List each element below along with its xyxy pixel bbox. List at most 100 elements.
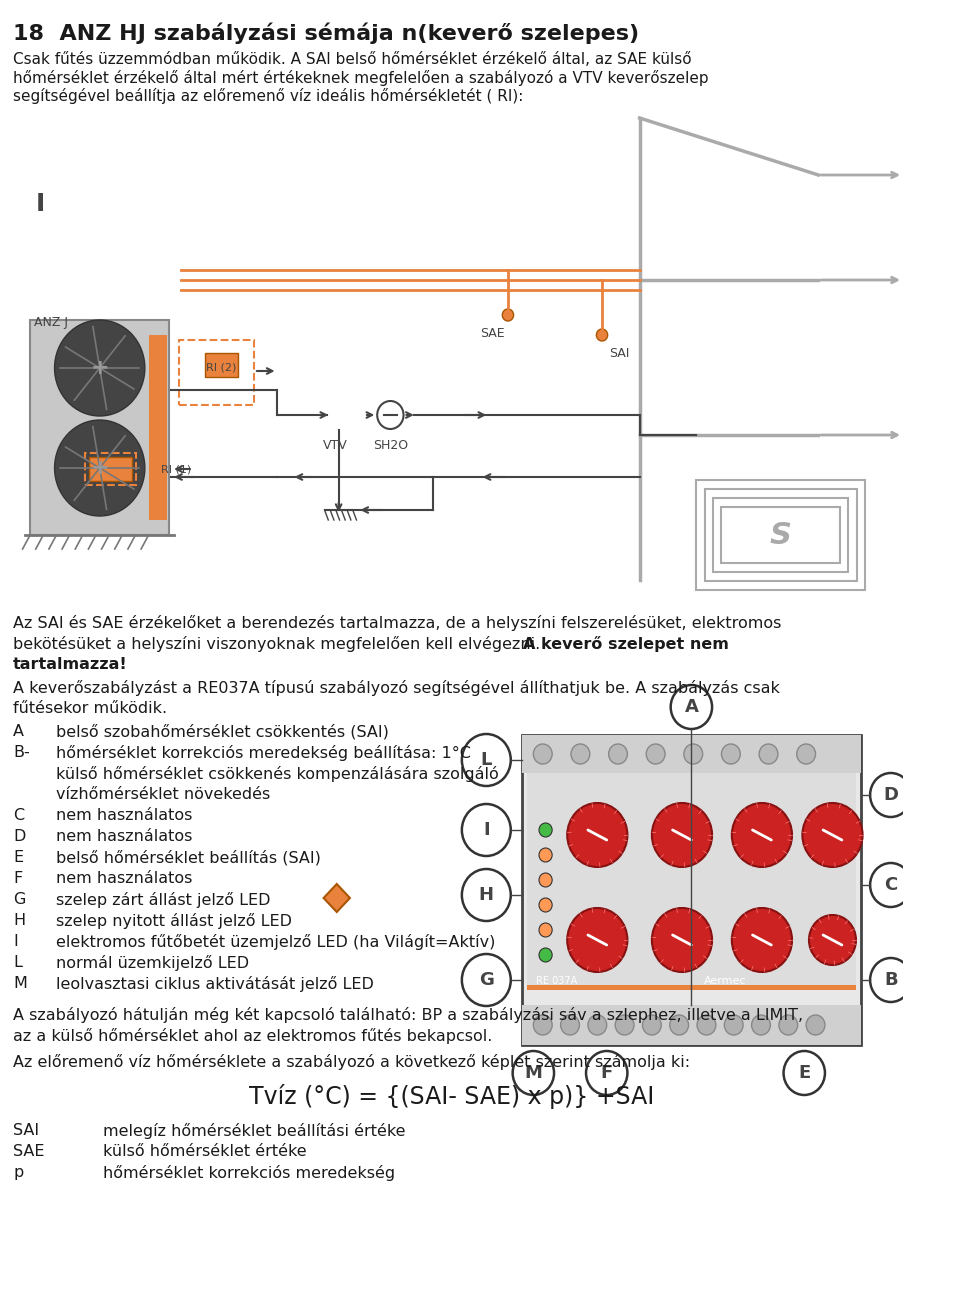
Circle shape [586,1050,628,1095]
Bar [713,498,849,572]
Text: C: C [13,807,24,823]
Text: L: L [481,751,492,769]
Circle shape [671,685,712,729]
Text: E: E [13,850,23,865]
Text: nem használatos: nem használatos [57,871,193,886]
Circle shape [652,804,712,867]
Text: I: I [13,934,18,949]
Text: SAE: SAE [480,327,504,340]
Text: +: + [90,458,109,478]
Text: fűtésekor működik.: fűtésekor működik. [13,701,167,716]
Text: 18  ANZ HJ szabályzási sémája n(keverő szelepes): 18 ANZ HJ szabályzási sémája n(keverő sz… [13,22,639,43]
Text: nem használatos: nem használatos [57,807,193,823]
Text: M: M [13,976,27,991]
Circle shape [803,804,863,867]
Text: SAE: SAE [13,1144,45,1159]
Text: az a külső hőmérséklet ahol az elektromos fűtés bekapcsol.: az a külső hőmérséklet ahol az elektromo… [13,1028,492,1044]
Text: elektromos fűtőbetét üzemjelző LED (ha Világít=Aktív): elektromos fűtőbetét üzemjelző LED (ha V… [57,934,495,951]
Circle shape [539,848,552,863]
Text: D: D [13,829,26,844]
Circle shape [646,744,665,764]
Text: S: S [770,520,792,550]
Text: +: + [90,358,109,378]
Circle shape [539,823,552,836]
Text: A szabályozó hátulján még két kapcsoló található: BP a szabályzási sáv a szlephe: A szabályozó hátulján még két kapcsoló t… [13,1007,804,1023]
Circle shape [870,863,911,907]
Text: SH2O: SH2O [372,439,408,452]
Circle shape [462,955,511,1006]
Circle shape [724,1015,743,1035]
Circle shape [462,869,511,920]
Circle shape [870,958,911,1002]
Text: külső hőmérséklet értéke: külső hőmérséklet értéke [104,1144,307,1159]
Text: D: D [883,786,899,804]
Circle shape [615,1015,634,1035]
Circle shape [779,1015,798,1035]
Circle shape [539,898,552,913]
Text: B: B [884,972,898,989]
Circle shape [652,909,712,972]
Text: C: C [884,876,898,894]
Circle shape [534,744,552,764]
Text: vízhőmérséklet növekedés: vízhőmérséklet növekedés [57,786,271,802]
Circle shape [561,1015,580,1035]
Circle shape [588,1015,607,1035]
Text: belső szobahőmérséklet csökkentés (SAI): belső szobahőmérséklet csökkentés (SAI) [57,723,390,739]
Text: Csak fűtés üzzemmódban működik. A SAI belső hőmérséklet érzékelő által, az SAE k: Csak fűtés üzzemmódban működik. A SAI be… [13,53,692,67]
Circle shape [55,420,145,516]
Text: hőmérséklet korrekciós meredekség beállítása: 1°C: hőmérséklet korrekciós meredekség beállí… [57,744,471,762]
Bar [522,1004,861,1045]
Text: RE 037A: RE 037A [537,976,577,986]
Circle shape [732,804,792,867]
Text: tartalmazza!: tartalmazza! [13,656,128,672]
Text: Az SAI és SAE érzékelőket a berendezés tartalmazza, de a helyszíni felszerelésük: Az SAI és SAE érzékelőket a berendezés t… [13,614,781,632]
Text: hőmérséklet korrekciós meredekség: hőmérséklet korrekciós meredekség [104,1165,396,1180]
Text: bekötésüket a helyszíni viszonyoknak megfelelően kell elvégezni.: bekötésüket a helyszíni viszonyoknak meg… [13,635,545,653]
Circle shape [539,873,552,888]
Circle shape [809,915,856,965]
Text: SAI: SAI [13,1123,39,1138]
Circle shape [462,734,511,786]
Text: p: p [13,1165,23,1180]
Text: G: G [13,892,26,907]
Circle shape [783,1050,825,1095]
Text: I: I [36,192,45,217]
Text: A: A [684,699,698,716]
Bar [527,972,856,990]
Bar [522,735,861,773]
Text: B-: B- [13,744,30,760]
Bar [84,453,136,484]
Circle shape [55,320,145,416]
Text: H: H [479,886,493,903]
Text: F: F [13,871,22,886]
Circle shape [609,744,628,764]
Circle shape [752,1015,770,1035]
Text: normál üzemkijelző LED: normál üzemkijelző LED [57,955,250,972]
Text: nem használatos: nem használatos [57,829,193,844]
Text: E: E [798,1064,810,1082]
Text: hőmérséklet érzékelő által mért értékeknek megfelelően a szabályozó a VTV keverő: hőmérséklet érzékelő által mért értékekn… [13,70,708,85]
Bar [205,353,238,377]
Text: A keverőszabályzást a RE037A típusú szabályozó segítségével állíthatjuk be. A sz: A keverőszabályzást a RE037A típusú szab… [13,680,780,696]
Text: melegíz hőmérséklet beállítási értéke: melegíz hőmérséklet beállítási értéke [104,1123,406,1138]
Circle shape [539,948,552,962]
Circle shape [697,1015,716,1035]
Circle shape [684,744,703,764]
Text: A: A [13,723,24,739]
Circle shape [377,400,403,429]
Circle shape [502,309,514,320]
Text: Tvíz (°C) = {(SAI- SAE) x p)} +SAI: Tvíz (°C) = {(SAI- SAE) x p)} +SAI [249,1085,654,1109]
Text: RI (2): RI (2) [206,362,237,372]
Circle shape [670,1015,688,1035]
Circle shape [513,1050,554,1095]
Circle shape [759,744,778,764]
Circle shape [732,909,792,972]
Text: szelep zárt állást jelző LED: szelep zárt állást jelző LED [57,892,271,909]
Text: ANZ J: ANZ J [34,316,68,330]
Text: L: L [13,955,22,970]
Circle shape [806,1015,825,1035]
Circle shape [722,744,740,764]
Bar [527,750,856,985]
Bar [89,457,132,481]
Text: külső hőmérséklet csökkenés kompenzálására szolgáló: külső hőmérséklet csökkenés kompenzálásá… [57,765,499,783]
